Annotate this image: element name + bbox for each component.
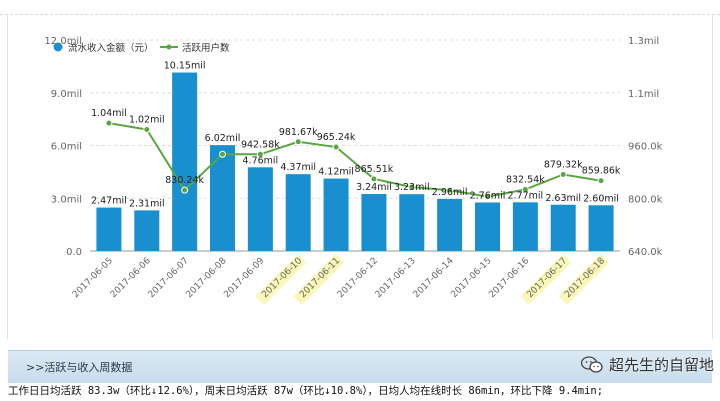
line-data-label: 1.04mil bbox=[91, 108, 127, 119]
y-left-tick-label: 9.0mil bbox=[51, 89, 82, 100]
line-data-label: 830.24k bbox=[165, 175, 204, 186]
bar bbox=[134, 210, 160, 251]
line-data-label: 859.86k bbox=[582, 166, 621, 177]
bar bbox=[361, 194, 387, 251]
x-tick-highlight bbox=[255, 253, 307, 305]
line-point bbox=[597, 177, 605, 185]
line-data-label: 865.51k bbox=[355, 164, 394, 175]
left-panel-border bbox=[7, 14, 8, 339]
bar-data-label: 4.37mil bbox=[280, 162, 316, 173]
line-point bbox=[256, 150, 264, 158]
bar bbox=[550, 204, 576, 251]
line-point bbox=[370, 175, 378, 183]
y-right-tick-label: 960.0k bbox=[628, 142, 663, 153]
y-right-tick-label: 640.0k bbox=[628, 247, 663, 258]
legend-bar-marker bbox=[53, 42, 63, 52]
y-left-tick-label: 3.0mil bbox=[51, 194, 82, 205]
line-data-label: 1.02mil bbox=[129, 115, 165, 126]
legend-bar-label: 流水收入金额（元） bbox=[68, 42, 154, 54]
line-data-label: 832.54k bbox=[506, 174, 545, 185]
line-point bbox=[521, 185, 529, 193]
bar-data-label: 2.76mil bbox=[470, 190, 506, 201]
line-series bbox=[105, 119, 605, 201]
line-data-label: 981.67k bbox=[279, 127, 318, 138]
wechat-icon bbox=[580, 355, 603, 374]
series-line bbox=[108, 122, 602, 198]
bar bbox=[512, 202, 538, 251]
bar bbox=[323, 178, 349, 251]
bar bbox=[96, 207, 122, 251]
bar bbox=[247, 167, 273, 251]
bar-data-label: 2.31mil bbox=[129, 198, 165, 209]
line-point bbox=[559, 170, 567, 178]
line-point bbox=[484, 193, 491, 201]
bar-data-label: 6.02mil bbox=[205, 133, 241, 144]
bar bbox=[210, 145, 235, 251]
y-left-tick-label: 6.0mil bbox=[51, 142, 82, 153]
bar-data-label: 3.23mil bbox=[394, 182, 430, 193]
section-header: >>活跃与收入周数据 bbox=[8, 350, 712, 383]
bar bbox=[285, 174, 311, 251]
line-point bbox=[219, 150, 226, 158]
bar bbox=[437, 198, 463, 251]
line-data-label: 965.24k bbox=[317, 132, 356, 143]
y-right-tick-label: 1.1mil bbox=[628, 89, 659, 100]
watermark: 超先生的自留地 bbox=[580, 354, 714, 375]
y-right-tick-label: 1.3mil bbox=[628, 36, 659, 47]
bar bbox=[399, 194, 425, 251]
watermark-text: 超先生的自留地 bbox=[608, 356, 714, 374]
line-point bbox=[143, 126, 151, 134]
line-point bbox=[446, 186, 454, 194]
section-title: >>活跃与收入周数据 bbox=[26, 361, 133, 374]
line-point bbox=[105, 119, 113, 127]
y-left-tick-label: 0.0 bbox=[66, 247, 82, 258]
bar-data-label: 10.15mil bbox=[164, 61, 206, 72]
bar-series bbox=[96, 72, 614, 251]
chart-legend: 流水收入金额（元） 活跃用户数 bbox=[53, 42, 230, 54]
bar bbox=[172, 72, 198, 251]
right-panel-border bbox=[712, 14, 713, 339]
line-point bbox=[294, 138, 302, 146]
bar-data-label: 2.77mil bbox=[508, 190, 544, 201]
y-left-tick-label: 12.0mil bbox=[44, 36, 82, 47]
summary-text: 工作日日均活跃 83.3w（环比↓12.6%），周末日均活跃 87w（环比↓10… bbox=[8, 385, 604, 397]
bar-line-chart: 0.0 640.0k 3.0mil 800.0k 6.0mil 960.0k 9.0mil 1… bbox=[44, 36, 663, 305]
bar-data-label: 2.63mil bbox=[545, 193, 581, 204]
bar-data-label: 3.24mil bbox=[356, 182, 392, 193]
bar-data-label: 4.12mil bbox=[318, 167, 354, 178]
bar bbox=[475, 202, 500, 251]
top-dashed-border bbox=[0, 14, 720, 15]
x-tick-highlight bbox=[558, 253, 610, 305]
legend-line-dot bbox=[166, 44, 172, 50]
bar-data-label: 2.60mil bbox=[583, 193, 619, 204]
data-labels: 2.47mil 2.31mil 10.15mil 6.02mil4.76mil4.37… bbox=[91, 61, 621, 210]
x-tick-highlight bbox=[520, 253, 572, 305]
line-point bbox=[181, 186, 189, 194]
legend-line-label: 活跃用户数 bbox=[182, 42, 230, 54]
y-right-tick-label: 800.0k bbox=[628, 194, 663, 205]
bar bbox=[588, 205, 614, 251]
line-data-label: 942.58k bbox=[241, 139, 280, 150]
bar-data-label: 4.76mil bbox=[243, 155, 279, 166]
line-data-label: 879.32k bbox=[544, 159, 583, 170]
bar-data-label: 2.47mil bbox=[91, 196, 127, 207]
chart-grid bbox=[90, 39, 620, 252]
line-point bbox=[332, 143, 340, 151]
line-point bbox=[408, 183, 416, 191]
bar-data-label: 2.96mil bbox=[432, 187, 468, 198]
x-tick-highlight bbox=[293, 253, 345, 305]
